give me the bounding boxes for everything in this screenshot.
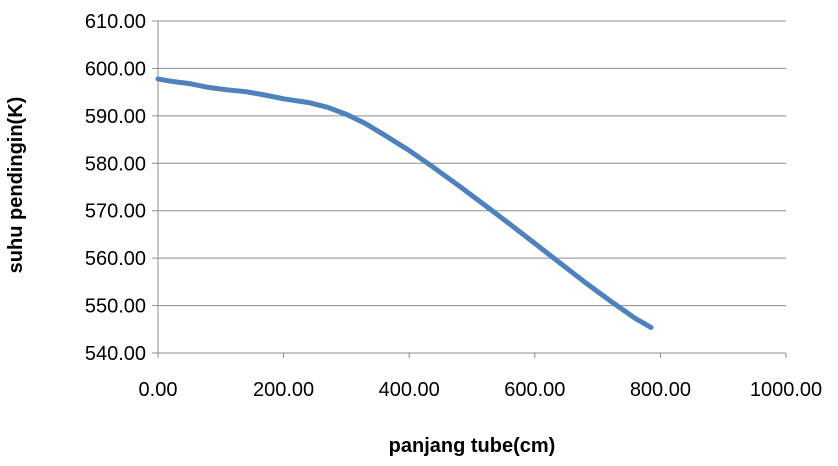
y-tick-label: 550.00 <box>85 296 146 318</box>
x-tick-label: 800.00 <box>630 379 691 401</box>
y-tick-label: 590.00 <box>85 106 146 128</box>
y-tick-label: 560.00 <box>85 248 146 270</box>
axes <box>152 20 787 358</box>
y-tick-label: 600.00 <box>85 58 146 80</box>
series-line-0 <box>155 76 654 330</box>
y-tick-label: 580.00 <box>85 153 146 175</box>
x-tick-label: 200.00 <box>253 379 314 401</box>
x-tick-label: 1000.00 <box>750 379 822 401</box>
x-tick-label: 400.00 <box>379 379 440 401</box>
series-group <box>155 76 654 330</box>
x-tick-label: 0.00 <box>139 379 178 401</box>
y-tick-labels: 610.00 600.00 590.00 580.00 570.00 560.00 550.… <box>85 11 146 365</box>
x-tick-label: 600.00 <box>504 379 565 401</box>
x-tick-labels: 0.00 200.00 400.00 600.00 800.00 1000.00 <box>139 379 823 401</box>
y-tick-label: 540.00 <box>85 343 146 365</box>
grid-lines <box>158 20 786 307</box>
y-tick-label: 570.00 <box>85 201 146 223</box>
x-axis-title: panjang tube(cm) <box>389 435 556 457</box>
y-tick-label: 610.00 <box>85 11 146 33</box>
y-axis-title: suhu pendingin(K) <box>5 97 27 274</box>
